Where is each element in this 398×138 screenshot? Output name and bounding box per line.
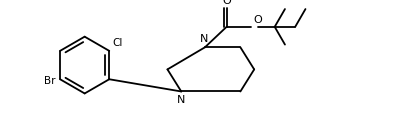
Text: N: N [200,34,208,44]
Text: O: O [253,15,262,25]
Text: N: N [177,95,185,105]
Text: O: O [222,0,231,6]
Text: Cl: Cl [112,38,123,48]
Text: Br: Br [44,76,55,86]
